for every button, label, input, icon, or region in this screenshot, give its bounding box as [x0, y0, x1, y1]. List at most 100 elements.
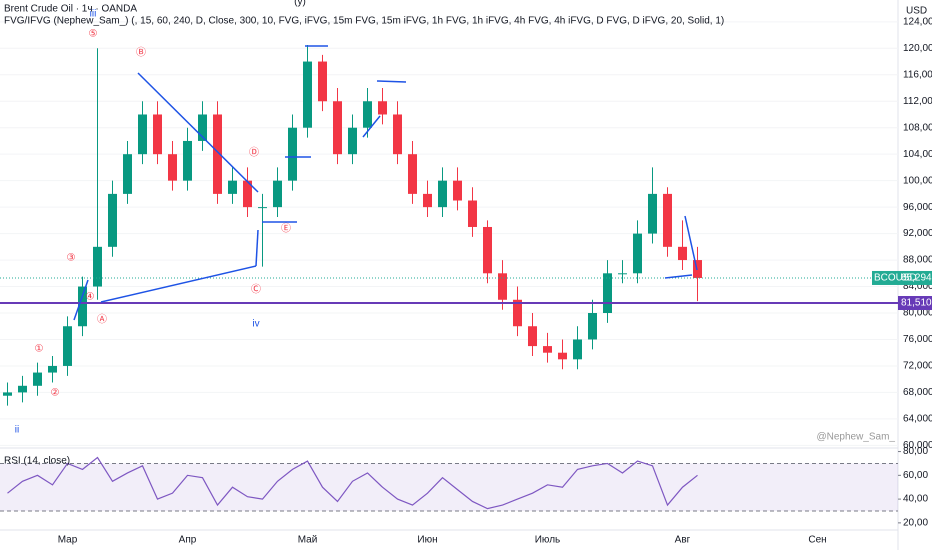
y-tick-label: 96,000 [903, 202, 932, 213]
candle-body [258, 207, 267, 209]
candle-body [138, 114, 147, 155]
trend-line [664, 274, 693, 279]
candle-body [3, 392, 12, 396]
candle-body [498, 273, 507, 300]
y-tick-label: 88,000 [903, 255, 932, 266]
candle-body [543, 346, 552, 353]
wave-label: (y) [294, 0, 306, 8]
y-tick-label: 80,000 [903, 308, 932, 319]
watermark: @Nephew_Sam_ [816, 432, 895, 443]
candle-body [648, 193, 657, 234]
candle-body [183, 140, 192, 181]
candle-body [18, 385, 27, 393]
trend-line [137, 72, 259, 193]
candle-body [603, 273, 612, 314]
candle-body [438, 180, 447, 208]
trend-line [684, 215, 698, 271]
candle-body [618, 273, 627, 275]
candle-body [78, 286, 87, 327]
candle-body [228, 180, 237, 194]
rsi-line [7, 456, 698, 510]
x-tick-label: Сен [808, 535, 826, 546]
candle-body [198, 114, 207, 141]
candle-body [33, 372, 42, 386]
candle-body [453, 180, 462, 201]
trend-line [73, 279, 89, 321]
wave-label: iv [252, 319, 259, 330]
price-label-box [898, 296, 932, 311]
y-tick-label: 124,000 [903, 16, 932, 27]
y-tick-label: 20,00 [903, 518, 928, 529]
x-tick-label: Мар [58, 535, 78, 546]
candle-body [393, 114, 402, 155]
candle-body [273, 180, 282, 208]
candle-body [378, 101, 387, 115]
candle-body [678, 246, 687, 261]
rsi-band [0, 463, 898, 511]
candle-body [573, 339, 582, 360]
candle-body [168, 154, 177, 181]
wave-label: ③ [67, 253, 76, 264]
candle-body [108, 193, 117, 247]
candle-body [558, 352, 567, 360]
candle-body [528, 326, 537, 347]
wave-label: ② [51, 388, 60, 399]
trend-line [376, 80, 407, 83]
trend-line [255, 229, 259, 267]
candle-body [408, 154, 417, 194]
currency: USD [906, 6, 927, 17]
y-tick-label: 108,000 [903, 122, 932, 133]
price-label: 81,510 [901, 298, 932, 309]
candle-body [333, 101, 342, 155]
y-tick-label: 72,000 [903, 361, 932, 372]
candle-body [663, 193, 672, 247]
x-tick-label: Авг [675, 535, 691, 546]
candle-body [423, 193, 432, 208]
price-label-box [898, 270, 932, 285]
trend-line [362, 115, 381, 138]
y-tick-label: 68,000 [903, 387, 932, 398]
y-tick-label: 64,000 [903, 414, 932, 425]
wave-label: iii [90, 9, 97, 20]
candle-body [588, 313, 597, 340]
y-tick-label: 100,000 [903, 175, 932, 186]
wave-label: Ⓓ [249, 147, 259, 159]
wave-label: Ⓐ [97, 314, 107, 326]
candle-body [318, 61, 327, 102]
rsi-title: RSI (14, close) [4, 456, 70, 467]
y-tick-label: 116,000 [903, 69, 932, 80]
symbol-label: BCOUSD [874, 273, 917, 284]
y-tick-label: 76,000 [903, 334, 932, 345]
symbol-label-box [872, 270, 898, 285]
wave-label: ① [35, 344, 44, 355]
candle-body [48, 365, 57, 373]
candle-body [243, 180, 252, 208]
indicator-label: FVG/IFVG (Nephew_Sam_) (, 15, 60, 240, D… [4, 16, 724, 27]
chart-title: Brent Crude Oil · 1ч · OANDA [4, 4, 137, 15]
y-tick-label: 80,00 [903, 446, 928, 457]
price-label: 85,294 [901, 273, 932, 284]
trend-lines [73, 45, 698, 321]
candle-body [483, 226, 492, 274]
candle-body [63, 326, 72, 366]
y-tick-label: 40,00 [903, 494, 928, 505]
candle-body [153, 114, 162, 155]
wave-label: Ⓒ [251, 284, 261, 296]
candle-body [213, 114, 222, 194]
candle-body [513, 299, 522, 327]
y-tick-label: 120,000 [903, 43, 932, 54]
candle-body [93, 246, 102, 287]
candle-body [123, 154, 132, 194]
candle-body [468, 200, 477, 227]
wave-label: ⑤ [89, 29, 98, 40]
candle-body [303, 61, 312, 128]
trend-line [100, 265, 257, 303]
x-tick-label: Июль [535, 535, 561, 546]
x-tick-label: Июн [417, 535, 437, 546]
wave-label: Ⓔ [281, 223, 291, 235]
wave-label: ④ [86, 292, 95, 303]
y-tick-label: 112,000 [903, 96, 932, 107]
y-tick-label: 60,00 [903, 470, 928, 481]
